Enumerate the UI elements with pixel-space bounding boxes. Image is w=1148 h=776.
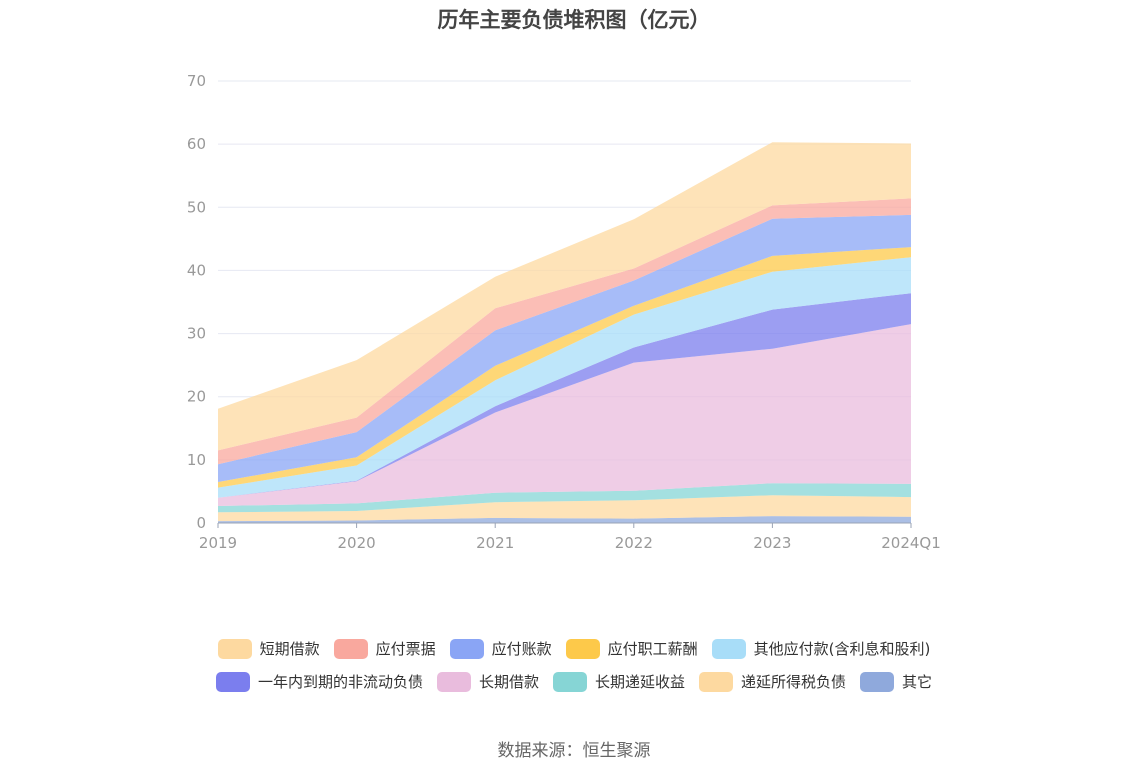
legend-item[interactable]: 应付账款 xyxy=(449,638,552,659)
legend-item[interactable]: 递延所得税负债 xyxy=(699,671,846,692)
y-tick-label: 30 xyxy=(187,325,206,343)
source-note: 数据来源：恒生聚源 xyxy=(497,741,651,761)
legend-label: 递延所得税负债 xyxy=(741,673,847,691)
area-series-3[interactable] xyxy=(218,324,911,506)
legend-item[interactable]: 长期递延收益 xyxy=(552,671,685,692)
area-series-4[interactable] xyxy=(218,293,911,498)
x-tick-label: 2024Q1 xyxy=(881,534,941,552)
legend-label: 长期递延收益 xyxy=(594,673,685,691)
legend-item[interactable]: 长期借款 xyxy=(436,671,539,692)
area-series-2[interactable] xyxy=(218,483,911,513)
legend-swatch xyxy=(565,638,600,659)
area-series-8[interactable] xyxy=(218,198,911,465)
legend-label: 应付票据 xyxy=(375,640,436,658)
area-series-7[interactable] xyxy=(218,214,911,482)
area-series-0[interactable] xyxy=(218,516,911,523)
legend-row: 短期借款 应付票据 应付账款 应付职工薪酬 其他应付款(含利息和股利) xyxy=(0,638,1148,659)
legend-label: 长期借款 xyxy=(478,673,539,691)
y-tick-label: 60 xyxy=(187,135,206,153)
area-series xyxy=(218,142,911,523)
legend-swatch xyxy=(711,638,746,659)
y-tick-label: 10 xyxy=(187,451,206,469)
area-series-9[interactable] xyxy=(218,142,911,451)
legend-swatch xyxy=(860,671,895,692)
legend-swatch xyxy=(333,638,368,659)
y-tick-label: 50 xyxy=(187,198,206,216)
x-tick-label: 2020 xyxy=(338,534,376,552)
x-tick-label: 2023 xyxy=(753,534,791,552)
legend-label: 其他应付款(含利息和股利) xyxy=(753,640,931,658)
y-tick-label: 70 xyxy=(187,72,206,90)
legend-swatch xyxy=(449,638,484,659)
y-tick-label: 20 xyxy=(187,388,206,406)
legend-item[interactable]: 应付职工薪酬 xyxy=(565,638,698,659)
legend-item[interactable]: 其它 xyxy=(860,671,932,692)
x-tick-label: 2022 xyxy=(615,534,653,552)
legend-label: 其它 xyxy=(902,673,933,691)
y-tick-label: 0 xyxy=(196,514,206,532)
x-tick-label: 2019 xyxy=(199,534,237,552)
axes: 0 10 20 30 40 50 60 70 2019 2020 2021 2022 2023 2024Q… xyxy=(187,72,941,552)
area-series-1[interactable] xyxy=(218,495,911,522)
legend-label: 短期借款 xyxy=(259,640,320,658)
legend-swatch xyxy=(436,671,471,692)
legend-swatch xyxy=(552,671,587,692)
legend-swatch xyxy=(217,638,252,659)
legend-label: 应付账款 xyxy=(491,640,552,658)
x-tick-label: 2021 xyxy=(476,534,514,552)
legend-item[interactable]: 其他应付款(含利息和股利) xyxy=(711,638,931,659)
legend-item[interactable]: 短期借款 xyxy=(217,638,320,659)
chart-title: 历年主要负债堆积图（亿元） xyxy=(437,8,711,32)
legend-label: 一年内到期的非流动负债 xyxy=(257,673,423,691)
area-series-5[interactable] xyxy=(218,257,911,498)
legend-swatch xyxy=(215,671,250,692)
legend-row: 一年内到期的非流动负债 长期借款 长期递延收益 递延所得税负债 其它 xyxy=(0,671,1148,692)
legend-label: 应付职工薪酬 xyxy=(607,640,698,658)
legend-item[interactable]: 一年内到期的非流动负债 xyxy=(215,671,423,692)
legend: 短期借款 应付票据 应付账款 应付职工薪酬 其他应付款(含利息和股利) 一年内到期的非流动… xyxy=(0,638,1148,704)
y-tick-label: 40 xyxy=(187,261,206,279)
legend-item[interactable]: 应付票据 xyxy=(333,638,436,659)
legend-swatch xyxy=(699,671,733,692)
